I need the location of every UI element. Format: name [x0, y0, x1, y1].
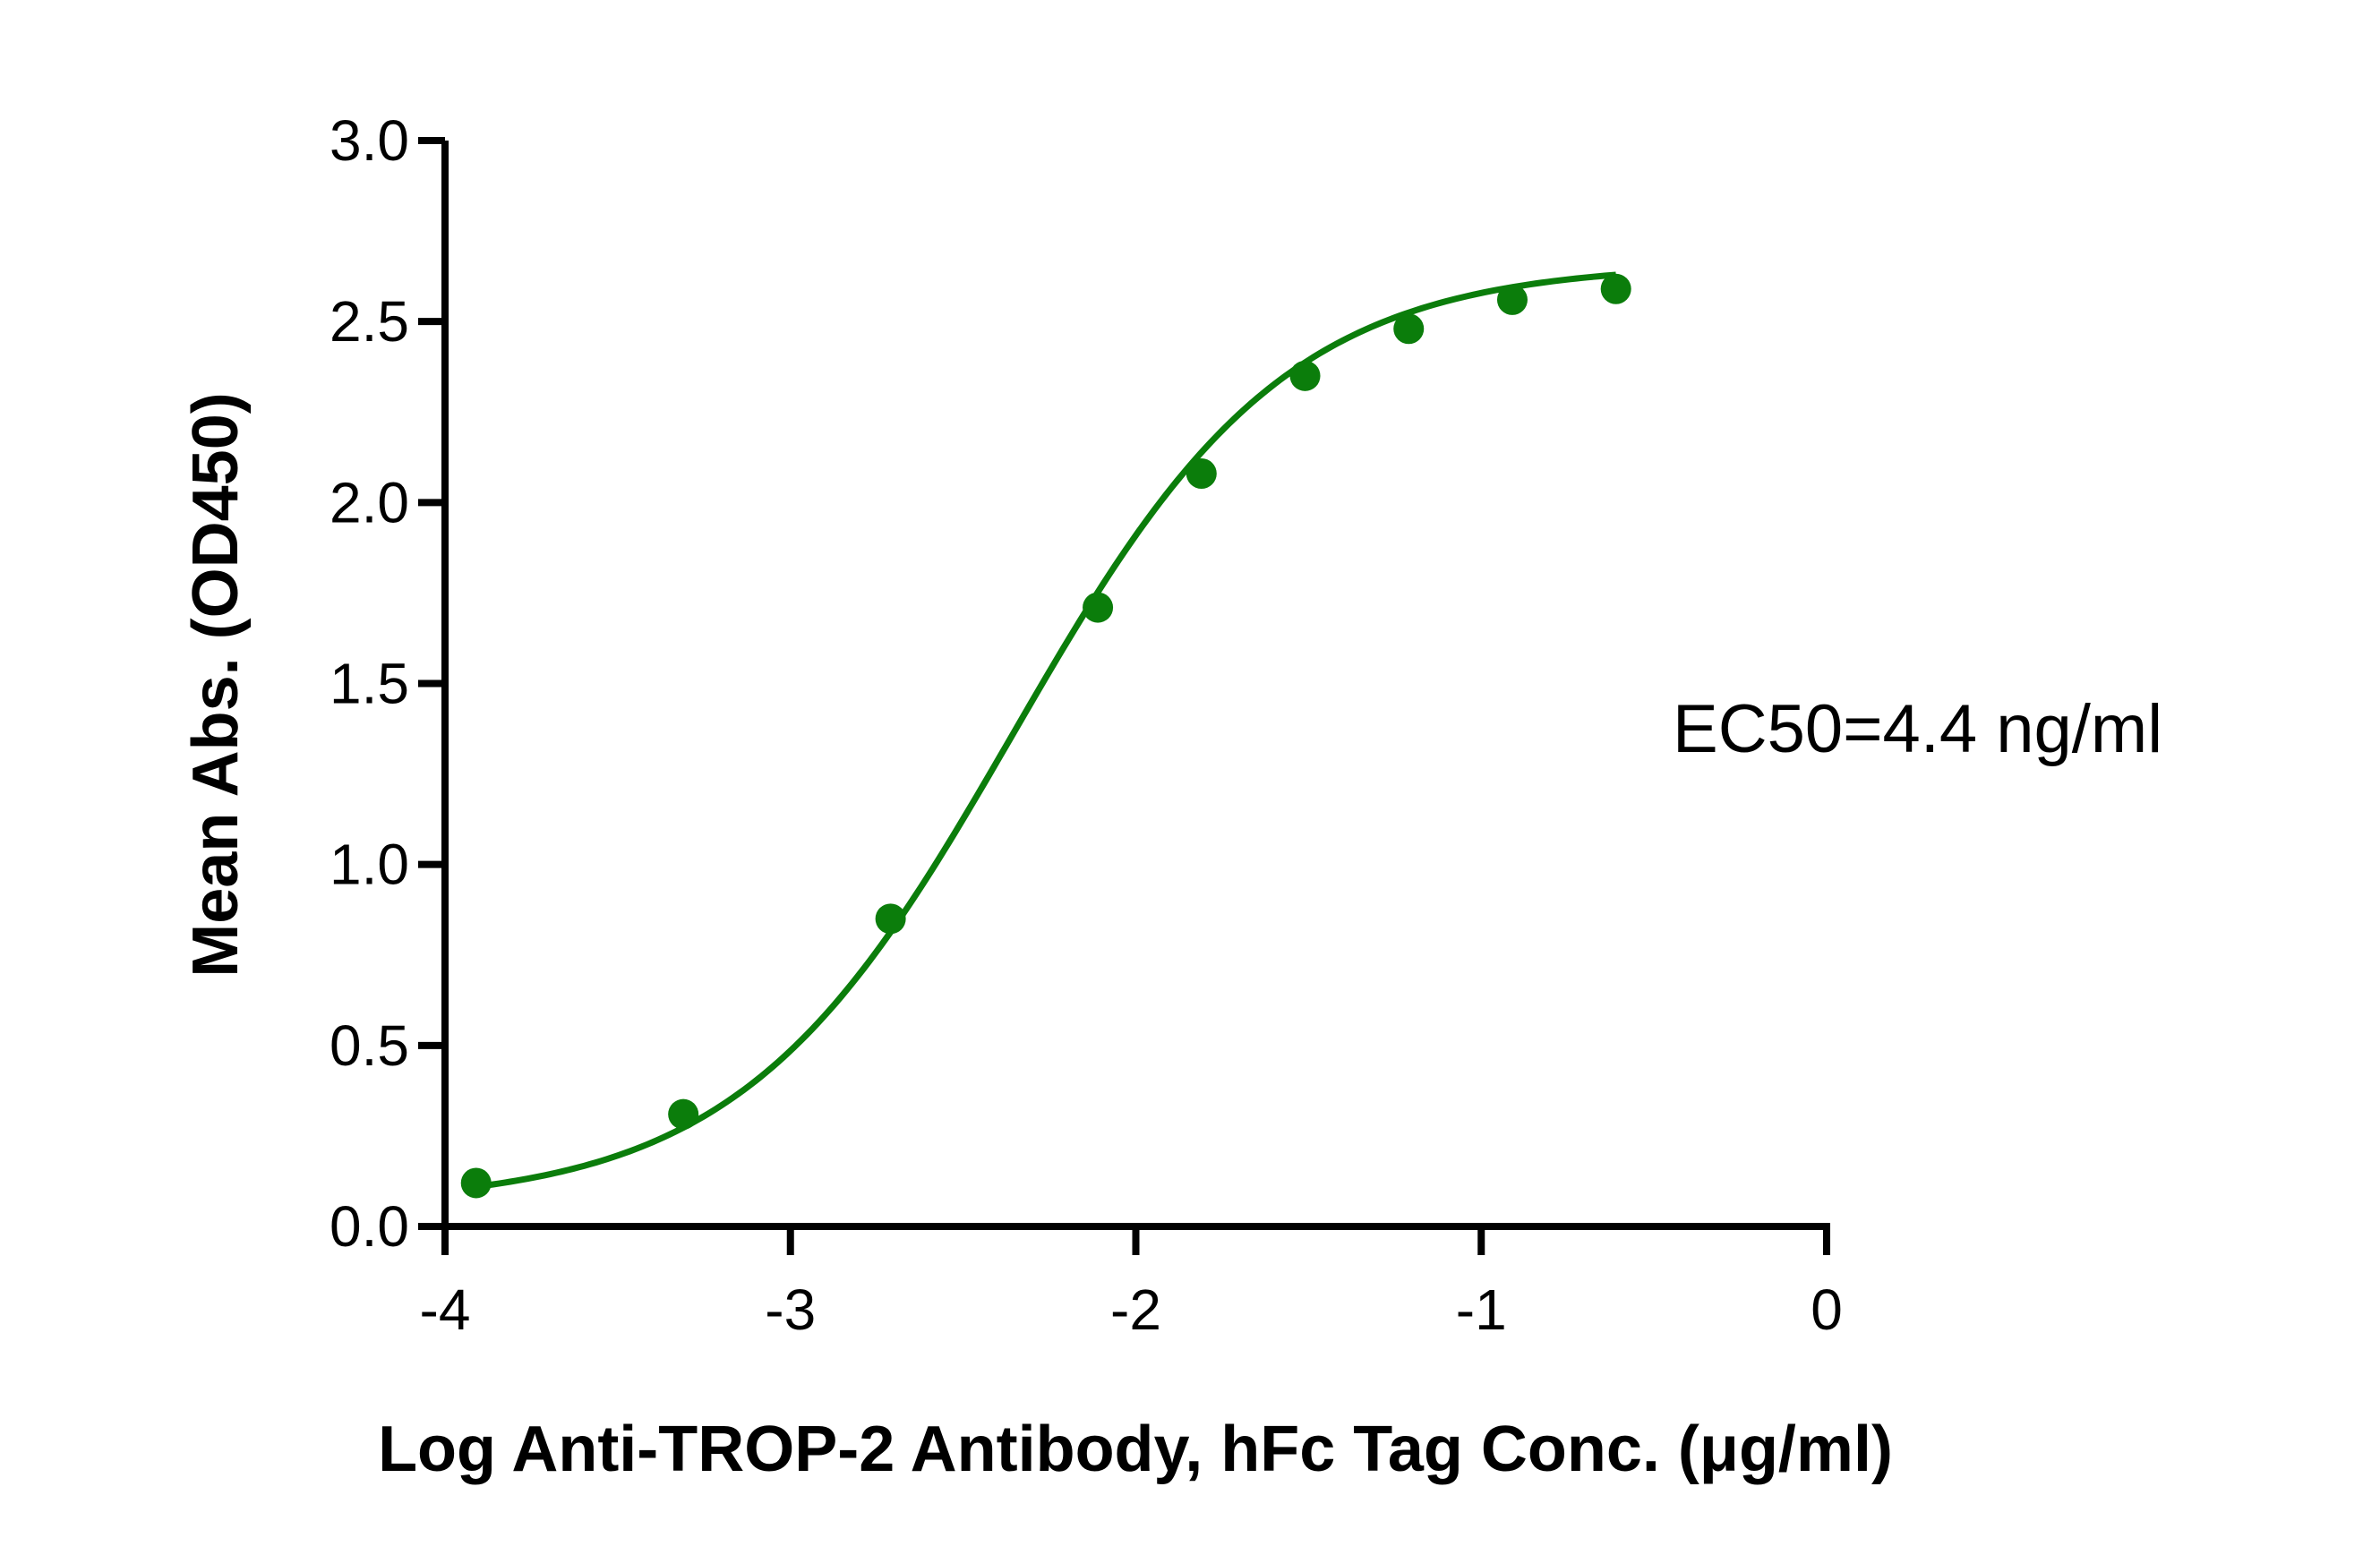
ec50-annotation: EC50=4.4 ng/ml [1673, 691, 2162, 767]
y-axis-title: Mean Abs. (OD450) [180, 392, 252, 977]
data-point-7 [1496, 284, 1528, 315]
data-point-5 [1289, 360, 1321, 391]
fit-curve [475, 271, 1616, 1191]
x-tick-label-4: 0 [1811, 1277, 1843, 1342]
y-tick-label-0: 0.0 [330, 1194, 409, 1259]
data-point-0 [460, 1167, 492, 1199]
x-tick-label-0: -4 [420, 1277, 471, 1342]
x-tick-label-2: -2 [1110, 1277, 1161, 1342]
x-axis-title: Log Anti-TROP-2 Antibody, hFc Tag Conc. … [378, 1414, 1893, 1485]
y-tick-label-5: 2.5 [330, 289, 409, 354]
data-points-layer [460, 273, 1631, 1199]
y-tick-label-1: 0.5 [330, 1013, 409, 1078]
y-tick-label-6: 3.0 [330, 108, 409, 173]
data-point-3 [1083, 592, 1114, 623]
x-tick-label-3: -1 [1456, 1277, 1507, 1342]
y-axis: 0.0 0.5 1.0 1.5 2.0 2.5 3.0 [330, 108, 449, 1259]
y-tick-label-2: 1.0 [330, 833, 409, 897]
fit-curve-layer [475, 271, 1616, 1191]
data-point-4 [1186, 457, 1217, 489]
data-point-1 [668, 1098, 699, 1130]
x-axis: -4 -3 -2 -1 0 [420, 1223, 1843, 1342]
data-point-8 [1600, 273, 1631, 304]
data-point-6 [1393, 313, 1425, 345]
y-tick-label-4: 2.0 [330, 470, 409, 534]
data-point-2 [875, 903, 906, 935]
y-tick-label-3: 1.5 [330, 652, 409, 716]
x-tick-label-1: -3 [765, 1277, 816, 1342]
